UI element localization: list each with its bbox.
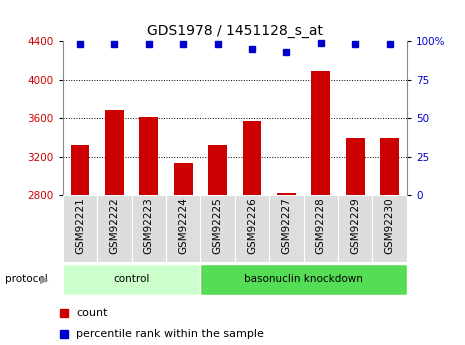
Text: ▶: ▶ bbox=[40, 275, 48, 284]
Bar bbox=[346, 138, 365, 195]
Bar bbox=[174, 163, 193, 195]
Text: GSM92228: GSM92228 bbox=[316, 197, 326, 254]
Text: control: control bbox=[113, 275, 150, 284]
Bar bbox=[97, 195, 132, 262]
Bar bbox=[243, 121, 261, 195]
Bar bbox=[304, 195, 338, 262]
Text: GSM92225: GSM92225 bbox=[213, 197, 223, 254]
Text: GSM92227: GSM92227 bbox=[281, 197, 292, 254]
Text: protocol: protocol bbox=[5, 275, 47, 284]
Text: basonuclin knockdown: basonuclin knockdown bbox=[244, 275, 363, 284]
Bar bbox=[132, 195, 166, 262]
Bar bbox=[269, 195, 304, 262]
Text: GSM92224: GSM92224 bbox=[178, 197, 188, 254]
Bar bbox=[338, 195, 372, 262]
Text: GSM92222: GSM92222 bbox=[109, 197, 120, 254]
Bar bbox=[63, 264, 200, 295]
Text: GSM92223: GSM92223 bbox=[144, 197, 154, 254]
Text: count: count bbox=[76, 308, 108, 318]
Text: percentile rank within the sample: percentile rank within the sample bbox=[76, 329, 264, 339]
Bar bbox=[312, 71, 330, 195]
Bar bbox=[277, 193, 296, 195]
Bar bbox=[200, 264, 407, 295]
Bar bbox=[200, 195, 235, 262]
Bar bbox=[105, 110, 124, 195]
Bar bbox=[140, 117, 158, 195]
Bar bbox=[235, 195, 269, 262]
Bar bbox=[166, 195, 200, 262]
Bar bbox=[71, 145, 89, 195]
Bar bbox=[380, 138, 399, 195]
Text: GSM92229: GSM92229 bbox=[350, 197, 360, 254]
Bar bbox=[372, 195, 407, 262]
Bar bbox=[63, 195, 97, 262]
Text: GSM92221: GSM92221 bbox=[75, 197, 85, 254]
Text: GSM92230: GSM92230 bbox=[385, 197, 395, 254]
Bar bbox=[208, 145, 227, 195]
Text: GSM92226: GSM92226 bbox=[247, 197, 257, 254]
Title: GDS1978 / 1451128_s_at: GDS1978 / 1451128_s_at bbox=[147, 23, 323, 38]
